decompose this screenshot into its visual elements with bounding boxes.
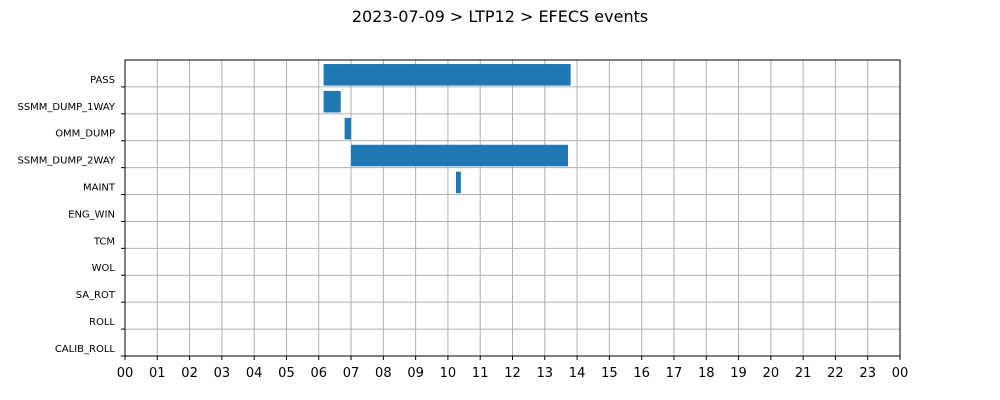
event-bar-pass	[323, 64, 571, 86]
y-axis: PASS SSMM_DUMP_1WAY OMM_DUMP SSMM_DUMP_2WAY…	[17, 75, 125, 357]
event-bars	[323, 64, 571, 194]
y-tick-label: CALIB_ROLL	[55, 344, 116, 355]
x-tick-label: 06	[310, 366, 327, 381]
y-tick-label: ROLL	[89, 317, 115, 328]
y-tick-label: OMM_DUMP	[55, 129, 115, 140]
x-tick-label: 01	[149, 366, 166, 381]
y-tick-label: SSMM_DUMP_1WAY	[17, 102, 115, 113]
x-tick-label: 14	[569, 366, 586, 381]
x-tick-label: 05	[278, 366, 295, 381]
x-tick-label: 00	[117, 366, 134, 381]
x-tick-label: 07	[343, 366, 360, 381]
event-bar-ssmm-dump-2way	[351, 144, 569, 167]
y-tick-label: SA_ROT	[76, 290, 116, 301]
grid-lines	[124, 60, 901, 357]
y-tick-label: SSMM_DUMP_2WAY	[17, 156, 115, 167]
x-tick-label: 10	[440, 366, 457, 381]
event-bar-maint	[455, 171, 461, 194]
x-tick-label: 15	[601, 366, 618, 381]
y-tick-label: PASS	[90, 75, 115, 86]
x-tick-label: 23	[859, 366, 876, 381]
x-tick-label: 04	[246, 366, 263, 381]
x-tick-label: 13	[537, 366, 554, 381]
x-tick-label: 11	[472, 366, 489, 381]
y-tick-label: ENG_WIN	[68, 209, 115, 220]
x-tick-label: 16	[633, 366, 650, 381]
x-tick-label: 18	[698, 366, 715, 381]
x-tick-label: 12	[504, 366, 521, 381]
x-tick-label: 20	[763, 366, 780, 381]
x-tick-label: 09	[407, 366, 424, 381]
x-tick-label: 00	[892, 366, 909, 381]
x-tick-label: 21	[795, 366, 812, 381]
y-tick-label: MAINT	[83, 183, 116, 194]
x-tick-label: 08	[375, 366, 392, 381]
y-tick-label: WOL	[92, 263, 116, 274]
x-tick-label: 19	[730, 366, 747, 381]
chart-title: 2023-07-09 > LTP12 > EFECS events	[352, 7, 648, 26]
x-tick-label: 02	[181, 366, 198, 381]
x-tick-label: 03	[214, 366, 231, 381]
y-tick-label: TCM	[93, 236, 115, 247]
x-tick-label: 22	[827, 366, 844, 381]
x-axis: 00 01 02 03 04 05 06 07 08 09 10 11 12 13 14 15 16 17 18 19…	[117, 356, 909, 381]
x-tick-label: 17	[666, 366, 683, 381]
event-bar-ssmm-dump-1way	[323, 90, 341, 113]
event-bar-omm-dump	[344, 117, 352, 140]
